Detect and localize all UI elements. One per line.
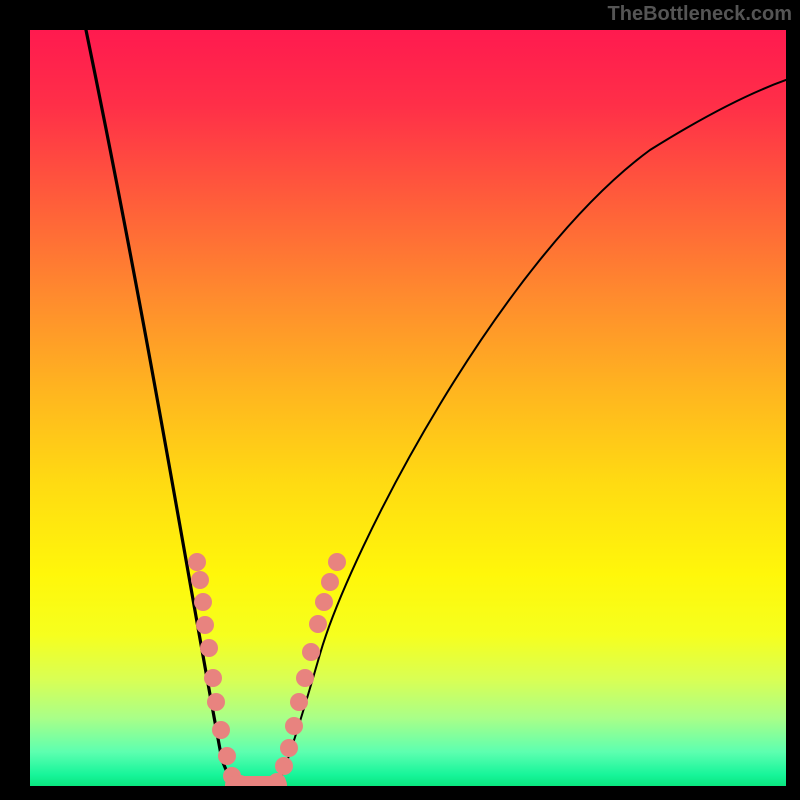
data-point [194, 593, 212, 611]
data-point [200, 639, 218, 657]
data-point [275, 757, 293, 775]
data-point [328, 553, 346, 571]
data-point [321, 573, 339, 591]
data-point [280, 739, 298, 757]
watermark-text: TheBottleneck.com [608, 3, 792, 26]
data-point [290, 693, 308, 711]
data-point [204, 669, 222, 687]
data-point [285, 717, 303, 735]
data-point [315, 593, 333, 611]
plot-area [30, 30, 786, 786]
data-point [218, 747, 236, 765]
data-point [188, 553, 206, 571]
frame-border [786, 0, 800, 800]
frame-border [0, 786, 800, 800]
frame-border [0, 0, 30, 800]
data-point [212, 721, 230, 739]
data-point [191, 571, 209, 589]
data-point [296, 669, 314, 687]
data-point [302, 643, 320, 661]
data-point [196, 616, 214, 634]
chart-svg [30, 30, 786, 786]
gradient-background [30, 30, 786, 786]
data-point [309, 615, 327, 633]
data-point [207, 693, 225, 711]
